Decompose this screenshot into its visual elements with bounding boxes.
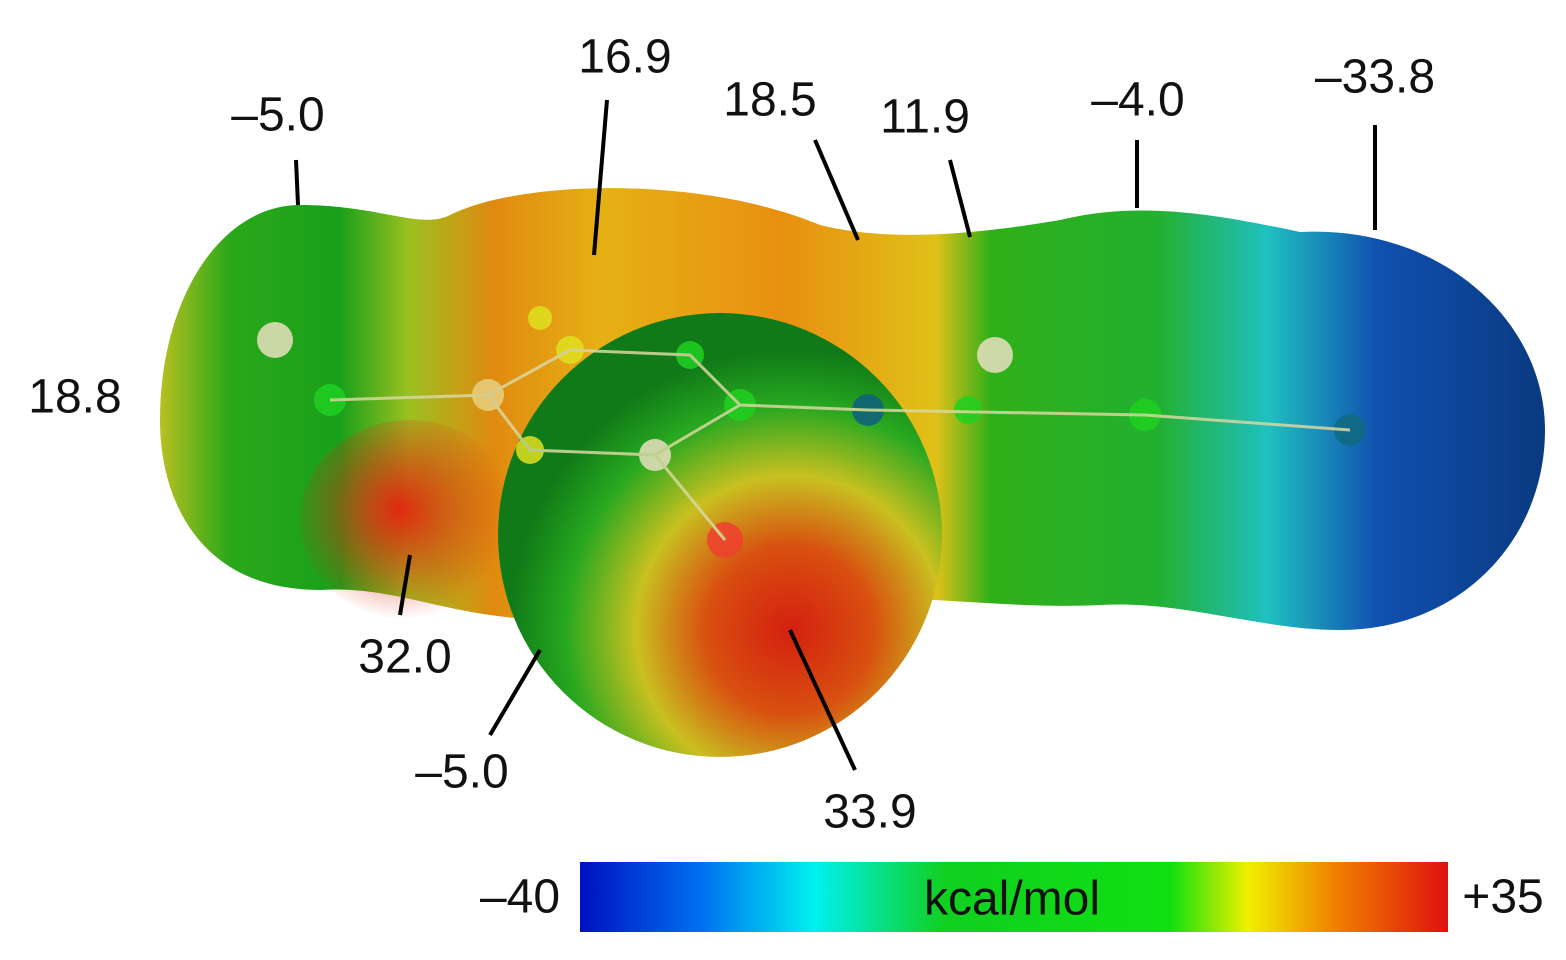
annotation: –33.8 (1315, 51, 1435, 104)
annotation: –5.0 (231, 89, 324, 142)
annotation: –5.0 (415, 746, 508, 799)
positive-region (300, 420, 520, 620)
annotation: 18.8 (28, 371, 121, 424)
annotation: 18.5 (723, 74, 816, 127)
annotation: 33.9 (823, 786, 916, 839)
colorbar-min-label: –40 (480, 871, 560, 924)
colorbar-max-label: +35 (1462, 871, 1543, 924)
annotation: –4.0 (1091, 74, 1184, 127)
colorbar (580, 862, 1448, 932)
atoms (257, 306, 1366, 558)
annotation: 11.9 (880, 91, 970, 144)
annotation: 16.9 (578, 31, 671, 84)
leader-lines (294, 99, 1377, 771)
colorbar-unit: kcal/mol (924, 873, 1100, 926)
annotation: 32.0 (358, 631, 451, 684)
